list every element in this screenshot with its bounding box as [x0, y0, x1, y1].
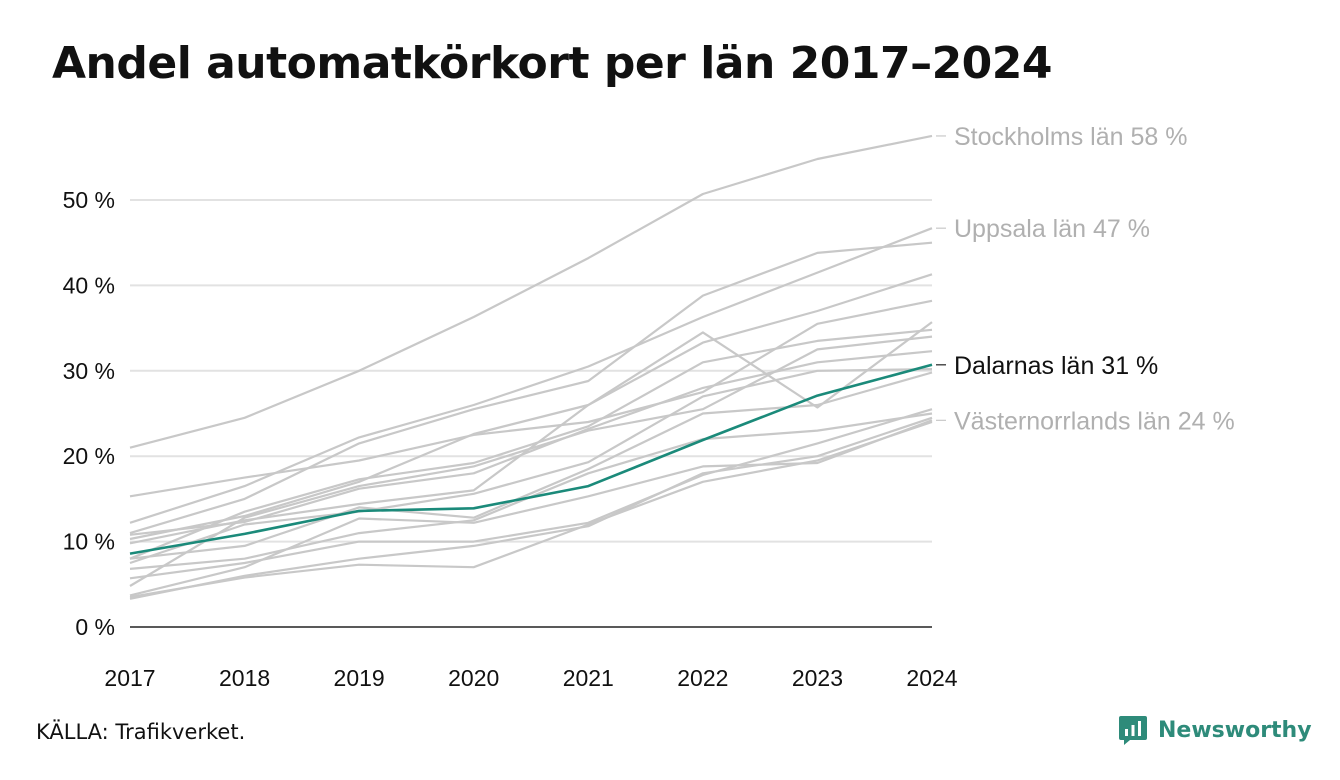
series-end-label: Västernorrlands län 24 % — [954, 407, 1235, 435]
series-end-label: Stockholms län 58 % — [954, 123, 1187, 151]
y-tick-label: 50 % — [63, 187, 115, 213]
chart-title: Andel automatkörkort per län 2017–2024 — [52, 38, 1053, 89]
y-tick-label: 30 % — [63, 358, 115, 384]
y-tick-label: 0 % — [75, 614, 115, 640]
x-tick-label: 2018 — [219, 665, 270, 691]
series-end-label: Dalarnas län 31 % — [954, 352, 1158, 380]
brand-name: Newsworthy — [1158, 717, 1312, 743]
series-line — [129, 328, 933, 560]
series-line — [129, 241, 933, 535]
y-tick-labels: 0 % 10 % 20 % 30 % 40 % 50 % — [63, 187, 115, 640]
y-tick-label: 40 % — [63, 272, 115, 298]
series-line — [129, 350, 933, 536]
series-line — [129, 273, 933, 541]
x-tick-label: 2022 — [677, 665, 728, 691]
series-line — [129, 335, 933, 587]
y-tick-label: 20 % — [63, 443, 115, 469]
y-tick-label: 10 % — [63, 529, 115, 555]
series-line — [129, 134, 933, 449]
series-line — [129, 416, 933, 600]
series-line — [129, 371, 933, 560]
highlighted-series — [129, 363, 933, 555]
series-line-highlight — [129, 363, 933, 555]
x-tick-label: 2017 — [104, 665, 155, 691]
series-line — [129, 408, 933, 580]
x-tick-label: 2020 — [448, 665, 499, 691]
series-line — [129, 299, 933, 498]
brand-logo[interactable]: Newsworthy — [1118, 714, 1312, 746]
series-line — [129, 368, 933, 565]
x-tick-label: 2023 — [792, 665, 843, 691]
background-series — [129, 134, 933, 600]
series-line — [129, 227, 933, 524]
newsworthy-logo-icon — [1119, 716, 1147, 745]
x-tick-label: 2021 — [563, 665, 614, 691]
source-note: KÄLLA: Trafikverket. — [36, 720, 246, 744]
series-end-label: Uppsala län 47 % — [954, 215, 1150, 243]
x-tick-label: 2024 — [906, 665, 957, 691]
x-tick-labels: 2017 2018 2019 2020 2021 2022 2023 2024 — [104, 665, 957, 691]
series-line — [129, 420, 933, 599]
series-end-labels: Stockholms län 58 % Uppsala län 47 % Dalar… — [936, 123, 1235, 435]
x-tick-label: 2019 — [334, 665, 385, 691]
grid-lines — [130, 199, 932, 628]
